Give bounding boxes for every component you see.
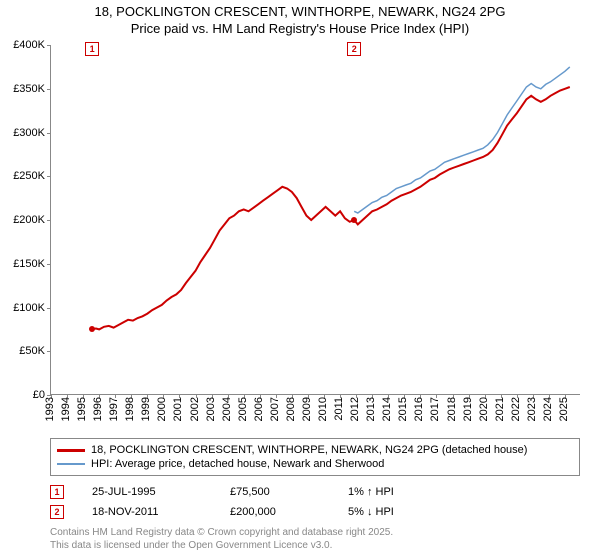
sale-dot: [351, 217, 357, 223]
xtick-label: 1995: [76, 397, 88, 421]
xtick-label: 2017: [429, 397, 441, 421]
xtick-label: 1999: [140, 397, 152, 421]
xtick-label: 2018: [446, 397, 458, 421]
sale-marker-box: 1: [85, 42, 99, 56]
ytick-label: £350K: [13, 83, 45, 95]
xtick-label: 2012: [349, 397, 361, 421]
footer-line-1: Contains HM Land Registry data © Crown c…: [50, 526, 580, 539]
legend-swatch-price: [57, 449, 85, 452]
xtick-label: 2024: [542, 397, 554, 421]
chart-container: 18, POCKLINGTON CRESCENT, WINTHORPE, NEW…: [0, 0, 600, 560]
xtick-label: 2013: [365, 397, 377, 421]
legend-and-footer: 18, POCKLINGTON CRESCENT, WINTHORPE, NEW…: [50, 438, 580, 552]
legend-label-price: 18, POCKLINGTON CRESCENT, WINTHORPE, NEW…: [91, 444, 527, 456]
title-line-2: Price paid vs. HM Land Registry's House …: [0, 21, 600, 38]
chart-area: 12 £0£50K£100K£150K£200K£250K£300K£350K£…: [50, 45, 580, 395]
title-block: 18, POCKLINGTON CRESCENT, WINTHORPE, NEW…: [0, 0, 600, 38]
xtick-label: 2002: [189, 397, 201, 421]
xtick-label: 2001: [172, 397, 184, 421]
chart-lines: [51, 45, 581, 395]
xtick-label: 2019: [462, 397, 474, 421]
plot-area: 12: [50, 45, 580, 395]
ytick-label: £300K: [13, 127, 45, 139]
xtick-label: 2011: [333, 397, 345, 421]
xtick-label: 1996: [92, 397, 104, 421]
sale-date-2: 18-NOV-2011: [92, 506, 202, 518]
title-line-1: 18, POCKLINGTON CRESCENT, WINTHORPE, NEW…: [0, 4, 600, 21]
xtick-label: 2023: [526, 397, 538, 421]
xtick-label: 1998: [124, 397, 136, 421]
sale-price-2: £200,000: [230, 506, 320, 518]
xtick-label: 1993: [44, 397, 56, 421]
sale-hpi-2: 5% ↓ HPI: [348, 506, 394, 518]
xtick-label: 2025: [558, 397, 570, 421]
xtick-label: 2008: [285, 397, 297, 421]
legend-swatch-hpi: [57, 463, 85, 465]
xtick-label: 2021: [494, 397, 506, 421]
xtick-label: 2010: [317, 397, 329, 421]
xtick-label: 2009: [301, 397, 313, 421]
legend-row-1: 18, POCKLINGTON CRESCENT, WINTHORPE, NEW…: [57, 443, 573, 457]
sale-marker-2: 2: [50, 505, 64, 519]
ytick-label: £400K: [13, 39, 45, 51]
legend-label-hpi: HPI: Average price, detached house, Newa…: [91, 458, 384, 470]
xtick-label: 1997: [108, 397, 120, 421]
xtick-label: 2000: [156, 397, 168, 421]
sale-dot: [89, 326, 95, 332]
footer: Contains HM Land Registry data © Crown c…: [50, 526, 580, 552]
legend-row-2: HPI: Average price, detached house, Newa…: [57, 457, 573, 471]
xtick-label: 2003: [205, 397, 217, 421]
xtick-label: 2014: [381, 397, 393, 421]
ytick-label: £250K: [13, 170, 45, 182]
xtick-label: 2004: [221, 397, 233, 421]
ytick-label: £200K: [13, 214, 45, 226]
legend-box: 18, POCKLINGTON CRESCENT, WINTHORPE, NEW…: [50, 438, 580, 476]
sale-marker-1: 1: [50, 485, 64, 499]
xtick-label: 2006: [253, 397, 265, 421]
xtick-label: 1994: [60, 397, 72, 421]
sale-row-1: 1 25-JUL-1995 £75,500 1% ↑ HPI: [50, 482, 580, 502]
footer-line-2: This data is licensed under the Open Gov…: [50, 539, 580, 552]
xtick-label: 2022: [510, 397, 522, 421]
xtick-label: 2020: [478, 397, 490, 421]
sale-date-1: 25-JUL-1995: [92, 486, 202, 498]
sale-marker-box: 2: [347, 42, 361, 56]
sale-hpi-1: 1% ↑ HPI: [348, 486, 394, 498]
xtick-label: 2005: [237, 397, 249, 421]
ytick-label: £50K: [19, 345, 45, 357]
sale-price-1: £75,500: [230, 486, 320, 498]
xtick-label: 2015: [397, 397, 409, 421]
xtick-label: 2007: [269, 397, 281, 421]
xtick-label: 2016: [413, 397, 425, 421]
ytick-label: £150K: [13, 258, 45, 270]
sale-row-2: 2 18-NOV-2011 £200,000 5% ↓ HPI: [50, 502, 580, 522]
ytick-label: £100K: [13, 302, 45, 314]
